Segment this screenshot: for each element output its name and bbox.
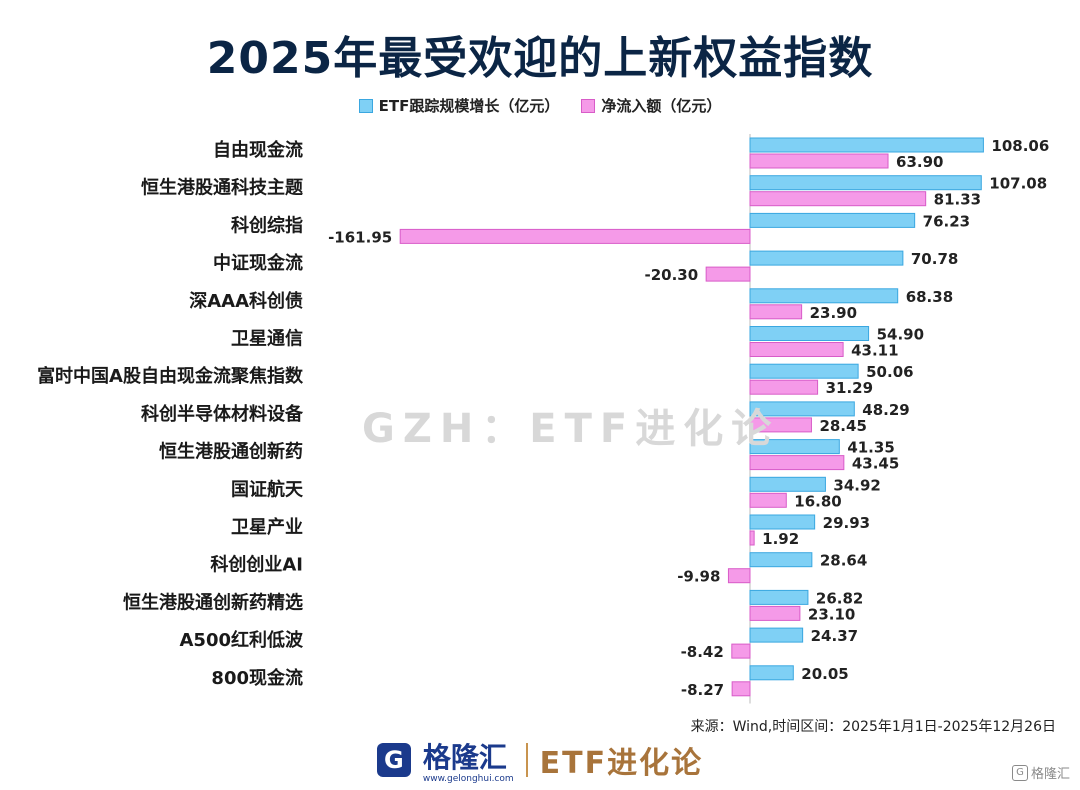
data-label-net-inflow: 81.33 [934,191,981,209]
data-label-net-inflow: 28.45 [819,417,866,435]
data-label-scale-growth: 108.06 [991,137,1049,155]
category-label: 800现金流 [211,667,303,689]
bar-net-inflow [749,304,803,320]
bar-net-inflow [749,379,819,395]
category-label: 富时中国A股自由现金流聚焦指数 [37,365,304,387]
bar-scale-growth [749,514,816,530]
data-label-net-inflow: 23.90 [810,304,857,322]
bar-scale-growth [749,175,982,191]
source-note: 来源：Wind,时间区间：2025年1月1日-2025年12月26日 [690,719,1056,735]
category-label: 科创创业AI [210,554,303,576]
data-label-scale-growth: 48.29 [862,401,909,419]
data-label-net-inflow: 63.90 [896,153,943,171]
category-label: A500红利低波 [179,629,304,651]
data-label-scale-growth: 24.37 [811,627,858,645]
bar-scale-growth [749,665,794,681]
category-label: 深AAA科创债 [189,290,303,312]
data-label-net-inflow: 43.45 [852,455,899,473]
data-label-scale-growth: 76.23 [923,212,970,230]
legend-swatch-scale [358,98,373,113]
data-label-net-inflow: -20.30 [644,266,698,284]
legend-label-flow: 净流入额（亿元） [601,97,722,115]
bar-net-inflow [731,681,751,697]
corner-logo-icon: G [1011,764,1028,781]
bar-net-inflow [749,417,812,433]
chart-title: 2025年最受欢迎的上新权益指数 [206,33,874,84]
category-label: 自由现金流 [213,139,303,161]
bar-net-inflow [705,266,751,282]
watermark-text: GZH：ETF进化论 [362,406,780,452]
bar-scale-growth [749,439,840,455]
category-label: 国证航天 [231,478,304,500]
data-label-net-inflow: -8.42 [681,643,724,661]
legend-item-scale: ETF跟踪规模增长（亿元） [358,95,560,116]
bar-scale-growth [749,627,804,643]
bar-net-inflow [749,605,801,621]
bar-net-inflow [749,455,845,471]
legend: ETF跟踪规模增长（亿元） 净流入额（亿元） [0,95,1080,116]
data-label-scale-growth: 41.35 [847,439,894,457]
bar-net-inflow [749,191,927,207]
bar-scale-growth [749,552,813,568]
data-label-net-inflow: -9.98 [677,568,720,586]
bar-scale-growth [749,326,870,341]
category-label: 恒生港股通科技主题 [141,177,304,199]
data-label-scale-growth: 107.08 [989,175,1047,193]
brand-name: 格隆汇 [422,741,507,774]
corner-mark-text: 格隆汇 [1030,767,1070,782]
corner-watermark: G 格隆汇 [1011,763,1070,782]
data-label-net-inflow: -8.27 [681,681,724,699]
data-label-net-inflow: 43.11 [851,342,898,360]
category-label: 卫星产业 [231,516,303,538]
data-label-scale-growth: 29.93 [823,514,870,532]
bar-net-inflow [727,568,751,584]
legend-swatch-flow [581,98,596,113]
category-label: 恒生港股通创新药 [159,441,303,463]
bar-net-inflow [749,342,844,357]
bar-net-inflow [731,643,751,659]
brand-url: www.gelonghui.com [422,774,514,784]
bar-scale-growth [749,589,809,605]
footer-divider [525,743,528,777]
legend-item-flow: 净流入额（亿元） [581,95,721,116]
bar-scale-growth [749,401,855,417]
data-label-scale-growth: 68.38 [906,288,953,306]
data-label-scale-growth: 54.90 [877,326,924,344]
bar-scale-growth [749,137,984,153]
data-label-scale-growth: 20.05 [801,665,848,683]
bar-scale-growth [749,363,859,379]
bar-net-inflow [749,153,889,169]
bar-scale-growth [749,212,916,228]
bar-scale-growth [749,476,826,492]
bar-net-inflow [749,530,755,546]
category-label: 科创综指 [231,214,303,236]
bar-scale-growth [749,288,899,304]
data-label-scale-growth: 50.06 [866,363,913,381]
category-label: 卫星通信 [231,328,303,350]
footer-brand: G 格隆汇 www.gelonghui.com ETF进化论 [0,736,1080,784]
data-label-scale-growth: 34.92 [833,476,880,494]
category-label: 中证现金流 [213,252,303,274]
brand-secondary: ETF进化论 [539,746,704,781]
category-label: 科创半导体材料设备 [141,403,304,425]
brand-logo-icon: G [376,743,411,777]
data-label-scale-growth: 26.82 [816,589,863,607]
data-label-scale-growth: 28.64 [820,552,867,570]
category-label: 恒生港股通创新药精选 [123,591,303,613]
bar-net-inflow [749,492,787,508]
data-label-net-inflow: 1.92 [762,530,799,548]
data-label-net-inflow: 31.29 [826,379,873,397]
brand-block: 格隆汇 www.gelonghui.com [423,736,514,784]
data-label-net-inflow: 23.10 [808,605,855,623]
bar-net-inflow [399,228,751,244]
bar-scale-growth [749,250,904,266]
data-label-net-inflow: -161.95 [328,228,392,246]
data-label-scale-growth: 70.78 [911,250,958,268]
legend-label-scale: ETF跟踪规模增长（亿元） [378,97,560,115]
data-label-net-inflow: 16.80 [794,492,841,510]
